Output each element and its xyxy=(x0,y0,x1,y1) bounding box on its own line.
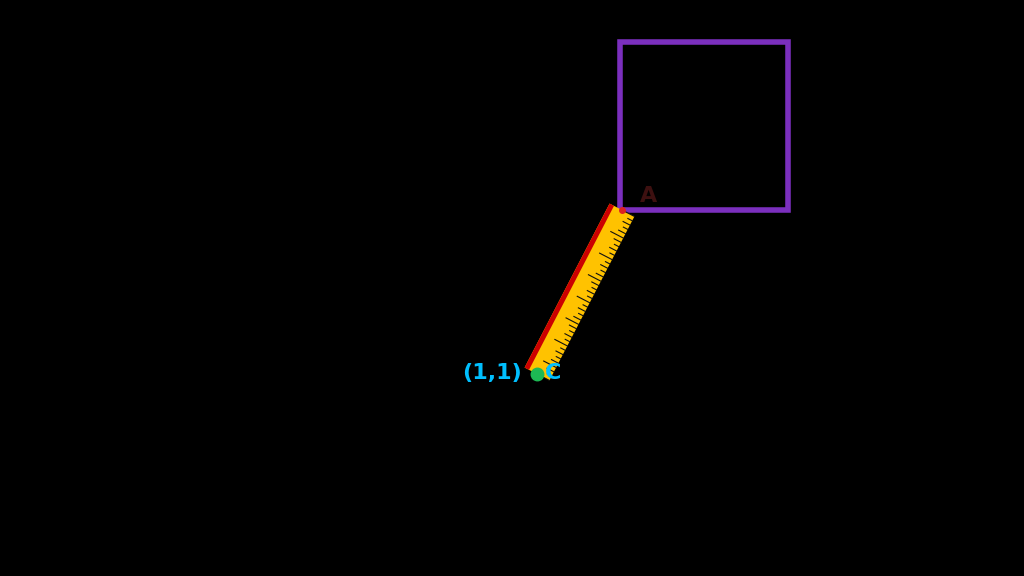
Bar xyxy=(620,42,788,210)
Polygon shape xyxy=(524,203,635,380)
Text: (1,1): (1,1) xyxy=(462,363,522,383)
Text: A: A xyxy=(640,186,657,206)
Polygon shape xyxy=(524,203,614,370)
Text: C: C xyxy=(545,363,561,383)
